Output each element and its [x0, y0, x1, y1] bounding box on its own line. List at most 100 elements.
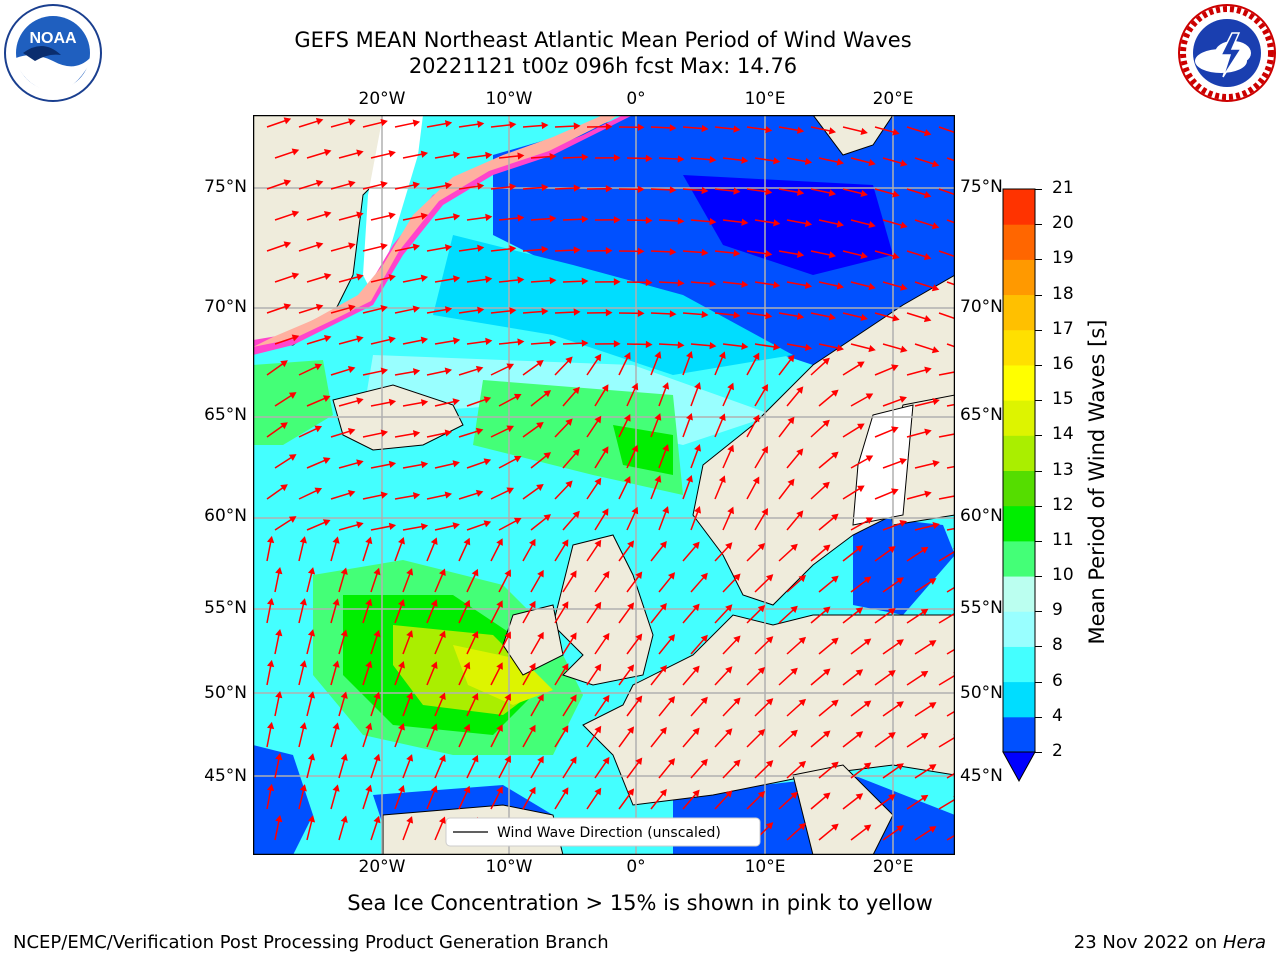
wind-wave-arrowhead — [790, 667, 798, 675]
wind-wave-arrowhead — [315, 179, 324, 187]
wind-wave-arrowhead — [569, 694, 577, 702]
wind-wave-arrowhead — [804, 281, 813, 290]
wind-wave-arrowhead — [855, 669, 864, 677]
colorbar-block — [1003, 470, 1035, 507]
wind-wave-arrowhead — [669, 124, 677, 132]
colorbar-block — [1003, 716, 1035, 753]
wind-wave-arrowhead — [686, 474, 693, 483]
wind-wave-arrowhead — [635, 633, 643, 642]
wind-wave-arrowhead — [573, 184, 581, 192]
wind-wave-arrowhead — [529, 786, 536, 795]
wind-wave-arrowhead — [291, 334, 300, 342]
wind-wave-arrowhead — [299, 536, 307, 544]
wind-wave-arrow — [938, 371, 955, 376]
lat-label-55n-left: 55°N — [204, 598, 247, 618]
wind-wave-arrowhead — [828, 251, 837, 259]
wind-wave-arrowhead — [692, 789, 700, 798]
wind-wave-arrowhead — [757, 542, 766, 551]
wind-wave-arrowhead — [594, 787, 602, 796]
wind-wave-arrowhead — [928, 764, 937, 771]
wind-wave-arrowhead — [804, 157, 813, 166]
wind-wave-arrowhead — [477, 244, 485, 252]
wind-wave-arrowhead — [891, 364, 899, 372]
wind-wave-arrowhead — [438, 692, 446, 701]
wind-wave-arrowhead — [623, 352, 631, 360]
lat-label-65n-right: 65°N — [960, 405, 1003, 425]
wind-wave-arrows — [266, 117, 955, 841]
national-weather-service-logo-icon — [1177, 3, 1277, 103]
lon-label-20w-bottom: 20°W — [358, 857, 406, 877]
wind-wave-arrowhead — [757, 728, 766, 737]
wind-wave-arrowhead — [855, 731, 864, 739]
wind-wave-arrowhead — [561, 725, 569, 733]
colorbar-block — [1003, 681, 1035, 718]
chart-title: GEFS MEAN Northeast Atlantic Mean Period… — [294, 28, 912, 52]
wind-wave-arrowhead — [613, 340, 621, 348]
wind-wave-arrowhead — [900, 159, 908, 167]
lat-label-70n-left: 70°N — [204, 297, 247, 317]
wind-wave-arrowhead — [645, 216, 653, 225]
wind-wave-arrowhead — [613, 216, 621, 224]
wind-wave-arrowhead — [444, 306, 453, 314]
wind-wave-arrowhead — [420, 150, 429, 158]
wind-wave-arrowhead — [654, 413, 662, 421]
wind-wave-arrowhead — [572, 386, 580, 395]
wind-wave-arrowhead — [741, 280, 749, 288]
wind-wave-arrowhead — [485, 275, 493, 284]
wind-wave-arrowhead — [669, 248, 677, 256]
wind-wave-arrowhead — [718, 475, 726, 483]
wind-wave-arrowhead — [796, 126, 805, 134]
wind-wave-arrowhead — [452, 275, 461, 283]
wind-wave-arrowhead — [267, 659, 275, 668]
wind-wave-arrowhead — [863, 638, 872, 646]
wind-wave-arrowhead — [365, 660, 373, 669]
wind-wave-arrowhead — [549, 338, 557, 347]
colorbar-tick-mark — [1035, 611, 1042, 613]
wind-wave-arrowhead — [380, 491, 389, 499]
wind-wave-arrowhead — [543, 514, 552, 522]
wind-wave-arrowhead — [787, 478, 795, 487]
colorbar-tick-label: 14 — [1052, 424, 1074, 445]
wind-wave-arrowhead — [931, 346, 940, 354]
colorbar-block — [1003, 505, 1035, 542]
band-10-11-norway — [613, 425, 673, 475]
wind-wave-arrowhead — [594, 663, 602, 672]
wind-wave-arrowhead — [924, 490, 932, 498]
wind-wave-arrowhead — [565, 356, 573, 364]
wind-wave-arrowhead — [348, 304, 356, 312]
wind-wave-arrowhead — [659, 540, 667, 549]
wind-wave-arrowhead — [340, 629, 348, 637]
wind-wave-arrowhead — [677, 155, 685, 163]
wind-wave-arrowhead — [662, 444, 670, 452]
wind-wave-arrowhead — [635, 695, 643, 704]
wind-wave-arrow — [946, 157, 955, 162]
wind-wave-arrowhead — [888, 794, 896, 801]
wind-wave-arrowhead — [517, 338, 525, 346]
lon-label-0-top: 0° — [626, 89, 646, 109]
wind-wave-arrowhead — [365, 784, 373, 793]
colorbar-tick-label: 4 — [1052, 705, 1063, 726]
wind-wave-arrowhead — [288, 454, 297, 461]
wind-wave-arrowhead — [822, 357, 830, 365]
wind-wave-arrowhead — [398, 598, 405, 607]
wind-wave-arrowhead — [496, 786, 503, 794]
wind-wave-arrowhead — [412, 368, 421, 376]
wind-wave-arrowhead — [537, 693, 544, 702]
lat-label-50n-left: 50°N — [204, 683, 247, 703]
wind-wave-arrowhead — [572, 510, 580, 519]
wind-wave-arrowhead — [865, 393, 874, 400]
wind-wave-arrowhead — [406, 692, 414, 700]
wind-wave-arrowhead — [733, 635, 741, 643]
wind-wave-arrowhead — [340, 691, 348, 699]
wind-wave-arrowhead — [594, 415, 602, 424]
wind-wave-arrowhead — [923, 253, 932, 261]
wind-wave-arrowhead — [863, 762, 872, 770]
wind-wave-arrowhead — [888, 608, 896, 615]
wind-wave-arrowhead — [796, 188, 805, 196]
wind-wave-arrow — [938, 612, 955, 624]
wind-wave-arrowhead — [373, 567, 381, 576]
wind-wave-arrowhead — [438, 816, 446, 825]
wind-wave-arrowhead — [920, 670, 929, 678]
wind-wave-arrow — [946, 772, 955, 779]
wind-wave-arrowhead — [790, 791, 798, 799]
